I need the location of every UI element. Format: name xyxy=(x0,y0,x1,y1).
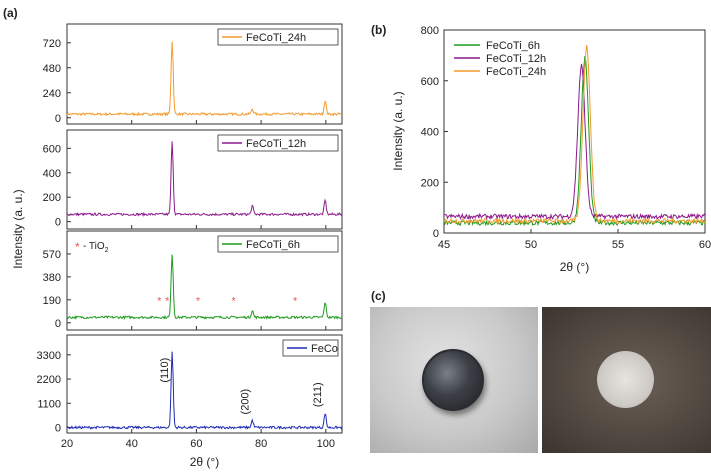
legend-label-FeCoTi_12h: FeCoTi_12h xyxy=(486,53,546,65)
x-tick-label: 40 xyxy=(126,438,138,450)
x-axis-label: 2θ (°) xyxy=(190,455,219,469)
series-line-FeCoTi_6h xyxy=(443,56,706,227)
tio2-marker: * xyxy=(293,295,298,307)
x-tick-label: 60 xyxy=(699,239,711,251)
y-tick-label: 380 xyxy=(43,272,61,284)
y-tick-label: 1100 xyxy=(37,398,61,410)
y-tick-label: 200 xyxy=(421,177,439,189)
x-tick-label: 60 xyxy=(190,438,202,450)
subplot-frame xyxy=(66,230,343,331)
legend-label-FeCoTi_12h: FeCoTi_12h xyxy=(246,138,306,150)
y-tick-label: 3300 xyxy=(37,350,61,362)
y-tick-label: 570 xyxy=(43,249,61,261)
x-tick-label: 55 xyxy=(612,239,624,251)
y-tick-label: 720 xyxy=(43,38,61,50)
y-tick-label: 2200 xyxy=(37,374,61,386)
legend-box xyxy=(217,235,339,253)
x-tick-label: 45 xyxy=(438,239,450,251)
y-tick-label: 600 xyxy=(43,143,61,155)
peak-label: (211) xyxy=(312,382,324,407)
subplot-frame xyxy=(66,129,343,230)
legend-label-FeCoTi_6h: FeCoTi_6h xyxy=(486,40,540,52)
peak-label: (200) xyxy=(239,389,251,415)
legend-box xyxy=(217,28,339,46)
peak-label: (110) xyxy=(159,358,171,383)
panel-a-label: (a) xyxy=(3,6,18,20)
y-tick-label: 0 xyxy=(55,217,61,229)
y-tick-label: 200 xyxy=(43,192,61,204)
tio2-legend-star: * xyxy=(75,240,80,254)
pellet-light-disk xyxy=(597,351,654,408)
photo-pellet-light xyxy=(542,307,711,453)
series-line-FeCoTi_6h xyxy=(66,254,343,320)
pellet-dark-disk xyxy=(422,349,484,411)
legend-label-FeCoTi_6h: FeCoTi_6h xyxy=(246,239,300,251)
panel-b-frame xyxy=(443,29,706,234)
series-line-FeCo xyxy=(66,351,343,430)
x-tick-label: 80 xyxy=(255,438,267,450)
y-tick-label: 600 xyxy=(421,76,439,88)
photo-pellet-dark xyxy=(370,307,538,453)
panel-b-label: (b) xyxy=(371,23,386,37)
y-tick-label: 0 xyxy=(55,113,61,125)
tio2-marker: * xyxy=(165,295,170,307)
tio2-marker: * xyxy=(157,295,162,307)
y-axis-label: Intensity (a. u.) xyxy=(11,189,25,268)
legend-label-FeCoTi_24h: FeCoTi_24h xyxy=(486,66,546,78)
y-tick-label: 0 xyxy=(55,422,61,434)
y-tick-label: 400 xyxy=(43,168,61,180)
legend-box xyxy=(282,339,339,357)
x-tick-label: 50 xyxy=(525,239,537,251)
subplot-frame xyxy=(66,334,343,434)
y-tick-label: 480 xyxy=(43,63,61,75)
subplot-frame xyxy=(66,23,343,125)
y-tick-label: 0 xyxy=(55,318,61,330)
legend-label-FeCoTi_24h: FeCoTi_24h xyxy=(246,32,306,44)
y-tick-label: 400 xyxy=(421,127,439,139)
y-tick-label: 240 xyxy=(43,88,61,100)
y-tick-label: 0 xyxy=(433,228,439,240)
tio2-annotation: - TiO2 xyxy=(83,241,109,254)
series-line-FeCoTi_12h xyxy=(443,63,706,221)
y-axis-label: Intensity (a. u.) xyxy=(391,91,405,170)
tio2-marker: * xyxy=(196,295,201,307)
x-tick-label: 20 xyxy=(61,438,73,450)
series-line-FeCoTi_12h xyxy=(66,141,343,217)
panel-c-label: (c) xyxy=(371,289,386,303)
x-tick-label: 100 xyxy=(317,438,335,450)
series-line-FeCoTi_24h xyxy=(443,44,706,225)
x-axis-label: 2θ (°) xyxy=(560,260,589,274)
y-tick-label: 800 xyxy=(421,25,439,37)
legend-box xyxy=(217,134,339,152)
legend-label-FeCo: FeCo xyxy=(311,343,338,355)
series-line-FeCoTi_24h xyxy=(66,41,343,117)
y-tick-label: 190 xyxy=(43,295,61,307)
tio2-marker: * xyxy=(231,295,236,307)
